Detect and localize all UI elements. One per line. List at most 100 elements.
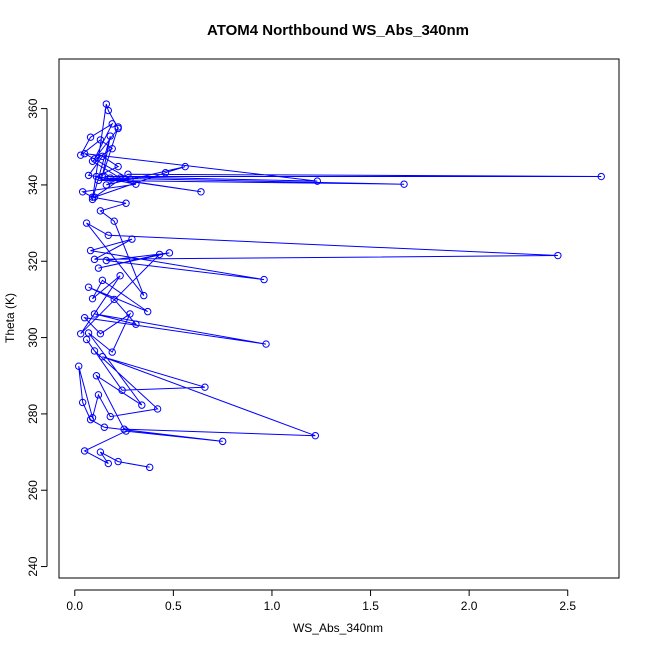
data-point <box>75 362 83 370</box>
data-point <box>98 352 107 361</box>
data-point <box>88 294 97 303</box>
data-point <box>165 249 174 257</box>
data-point <box>124 170 132 178</box>
data-point <box>128 235 136 243</box>
data-point <box>108 120 116 128</box>
y-axis-label: Theta (K) <box>3 293 17 343</box>
data-point <box>197 188 205 196</box>
data-point <box>80 314 89 322</box>
data-point <box>106 412 114 421</box>
data-point <box>94 176 103 185</box>
data-point <box>262 340 270 348</box>
data-point <box>94 391 103 399</box>
data-point <box>153 405 162 413</box>
data-point <box>132 180 140 188</box>
x-tick-label: 1.0 <box>264 599 281 613</box>
data-point <box>120 425 128 433</box>
data-point <box>82 219 91 227</box>
data-point <box>96 448 105 456</box>
data-point <box>86 133 95 141</box>
data-point <box>90 193 99 201</box>
data-point <box>400 180 408 188</box>
data-point <box>88 193 97 201</box>
data-point <box>88 195 97 204</box>
data-point <box>155 250 164 259</box>
data-point <box>311 431 320 440</box>
data-point <box>90 347 99 355</box>
data-point <box>110 217 118 225</box>
data-point <box>90 255 99 264</box>
y-tick-label: 260 <box>26 480 40 500</box>
series-line <box>78 103 602 468</box>
data-point <box>161 169 170 177</box>
data-point <box>132 320 140 328</box>
y-tick-label: 240 <box>26 556 40 576</box>
data-point <box>138 401 146 409</box>
x-tick-label: 1.5 <box>362 599 379 613</box>
data-point <box>597 172 605 181</box>
data-point <box>118 386 126 394</box>
y-tick-label: 300 <box>26 327 40 347</box>
data-point <box>84 283 93 291</box>
data-point <box>76 151 85 159</box>
data-point <box>313 177 322 185</box>
data-point <box>80 149 89 158</box>
data-point <box>96 207 105 215</box>
data-point <box>104 231 112 240</box>
data-point <box>96 330 105 338</box>
data-point <box>554 251 562 260</box>
data-point <box>86 415 95 424</box>
data-point <box>86 246 95 255</box>
data-point <box>90 310 99 318</box>
data-point <box>98 152 107 161</box>
series-points <box>75 100 605 472</box>
x-tick-label: 2.0 <box>461 599 478 613</box>
y-tick-label: 360 <box>26 98 40 118</box>
data-point <box>201 383 209 391</box>
data-point <box>114 457 122 466</box>
data-point <box>76 330 85 338</box>
data-point <box>104 459 112 468</box>
data-point <box>106 132 114 140</box>
data-point <box>181 162 189 171</box>
data-point <box>108 144 116 153</box>
data-point <box>88 157 97 165</box>
x-tick-label: 0.5 <box>165 599 182 613</box>
y-tick-label: 340 <box>26 175 40 195</box>
data-point <box>126 310 134 318</box>
y-tick-label: 320 <box>26 251 40 271</box>
data-point <box>108 348 116 356</box>
x-axis-label: WS_Abs_340nm <box>293 621 383 635</box>
data-point <box>144 307 152 316</box>
data-point <box>96 136 105 144</box>
data-point <box>126 175 134 183</box>
data-point <box>122 427 130 435</box>
data-point <box>122 199 130 207</box>
data-point <box>92 372 101 380</box>
chart-title: ATOM4 Northbound WS_Abs_340nm <box>207 22 469 39</box>
data-point <box>100 172 109 181</box>
x-tick-label: 2.5 <box>559 599 576 613</box>
data-point <box>98 172 107 181</box>
data-point <box>102 181 111 189</box>
data-point <box>84 329 93 337</box>
data-point <box>140 291 148 300</box>
x-tick-label: 0.0 <box>66 599 83 613</box>
data-point <box>94 264 103 272</box>
data-point <box>104 106 112 115</box>
data-point <box>260 275 268 284</box>
data-point <box>98 276 107 285</box>
data-point <box>78 398 87 407</box>
data-point <box>80 447 89 455</box>
data-point <box>90 155 99 163</box>
x-axis: 0.0 0.5 1.0 1.5 2.0 2.5 <box>66 589 576 613</box>
data-point <box>114 123 122 131</box>
data-point <box>88 414 97 422</box>
data-point <box>84 171 93 180</box>
data-point <box>114 162 122 171</box>
y-axis: 240 260 280 300 320 340 360 <box>26 98 48 577</box>
data-point <box>102 256 111 265</box>
data-point <box>116 272 124 280</box>
data-point <box>218 437 227 446</box>
